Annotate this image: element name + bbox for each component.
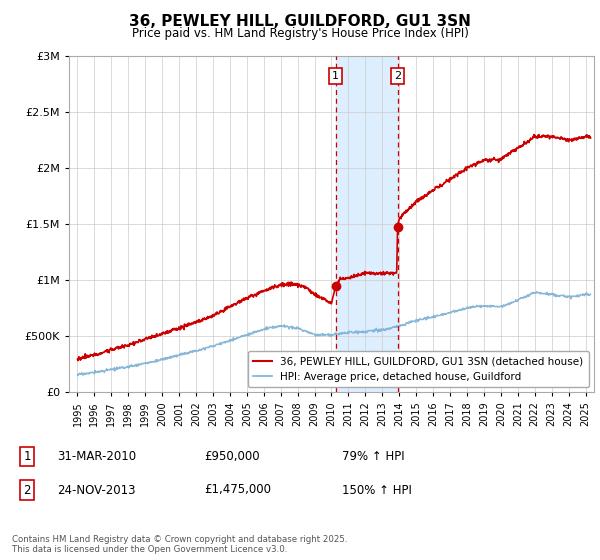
Text: 2: 2 [394, 71, 401, 81]
Text: 2: 2 [23, 483, 31, 497]
Text: £1,475,000: £1,475,000 [204, 483, 271, 497]
Legend: 36, PEWLEY HILL, GUILDFORD, GU1 3SN (detached house), HPI: Average price, detach: 36, PEWLEY HILL, GUILDFORD, GU1 3SN (det… [248, 351, 589, 387]
Text: Contains HM Land Registry data © Crown copyright and database right 2025.
This d: Contains HM Land Registry data © Crown c… [12, 535, 347, 554]
Text: 150% ↑ HPI: 150% ↑ HPI [342, 483, 412, 497]
Bar [336, 56, 398, 392]
Text: Price paid vs. HM Land Registry's House Price Index (HPI): Price paid vs. HM Land Registry's House … [131, 27, 469, 40]
Text: 1: 1 [23, 450, 31, 463]
Text: £950,000: £950,000 [204, 450, 260, 463]
Text: 36, PEWLEY HILL, GUILDFORD, GU1 3SN: 36, PEWLEY HILL, GUILDFORD, GU1 3SN [129, 14, 471, 29]
Text: 24-NOV-2013: 24-NOV-2013 [57, 483, 136, 497]
Text: 1: 1 [332, 71, 339, 81]
Text: 79% ↑ HPI: 79% ↑ HPI [342, 450, 404, 463]
Text: 31-MAR-2010: 31-MAR-2010 [57, 450, 136, 463]
